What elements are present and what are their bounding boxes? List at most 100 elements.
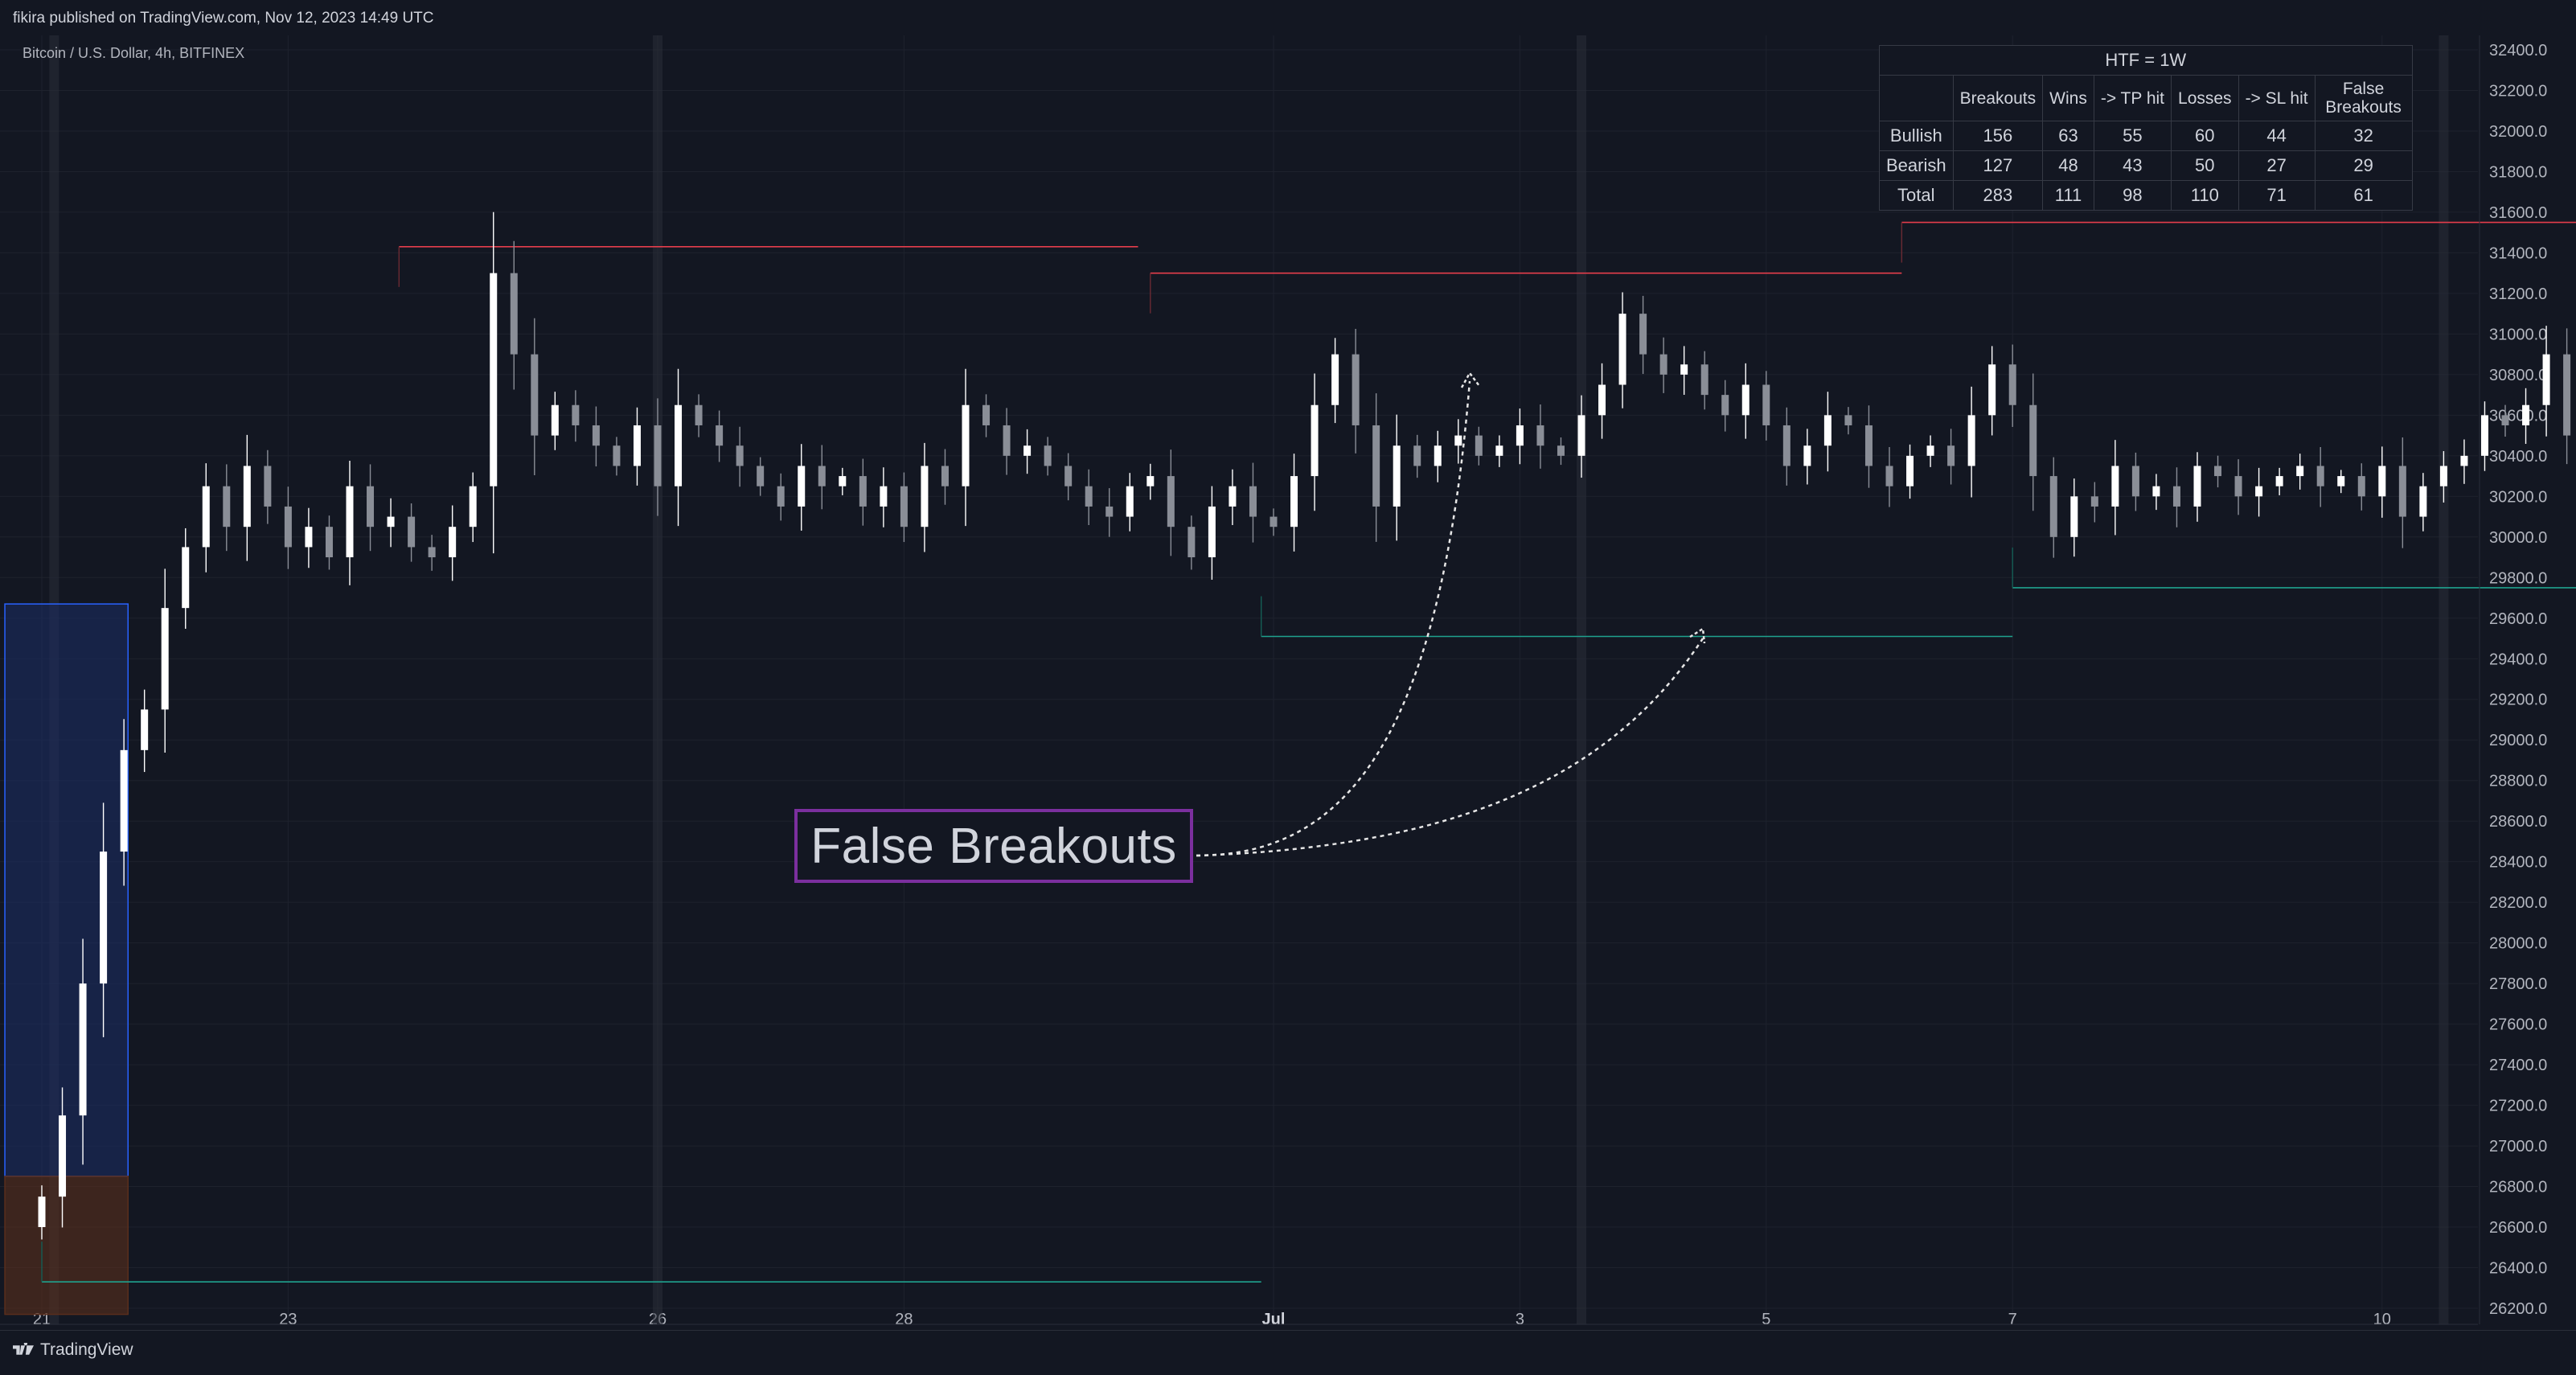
y-tick-label: 30200.0 (2489, 488, 2547, 506)
candle-body (1495, 445, 1503, 456)
table-cell: 32 (2314, 121, 2413, 151)
candle-body (1906, 455, 1914, 486)
htf-box (4, 1176, 129, 1315)
stats-row-total: Total 283 111 98 110 71 61 (1879, 180, 2413, 211)
candle-body (941, 466, 949, 486)
y-tick-label: 27600.0 (2489, 1016, 2547, 1034)
candle-body (654, 425, 662, 486)
candle-body (757, 466, 765, 486)
candle-body (120, 749, 128, 852)
candle-body (2008, 364, 2016, 405)
y-tick-label: 27000.0 (2489, 1138, 2547, 1155)
candle-body (38, 1196, 46, 1228)
y-tick-label: 29800.0 (2489, 569, 2547, 587)
candle-body (1393, 445, 1401, 507)
column-header: Wins (2042, 75, 2094, 121)
callout-arrow-1 (1196, 380, 1471, 857)
y-tick-label: 27200.0 (2489, 1098, 2547, 1115)
candle-body (1762, 384, 1770, 425)
session-band (1577, 35, 1586, 1324)
candle-body (2070, 496, 2078, 537)
candle-body (900, 486, 908, 527)
candle-body (1680, 364, 1688, 375)
session-band (653, 35, 662, 1324)
candle-body (1639, 314, 1647, 355)
callout-arrow-2 (1196, 638, 1704, 857)
candle-body (2357, 476, 2365, 497)
published-info: fikira published on TradingView.com, Nov… (13, 10, 434, 27)
y-tick-label: 29600.0 (2489, 610, 2547, 628)
candle-body (839, 476, 847, 486)
candle-body (818, 466, 826, 486)
candle-body (2542, 354, 2550, 405)
price-chart[interactable]: 32400.0 32200.0 32000.0 31800.0 31600.0 31400… (0, 35, 2576, 1326)
candle-body (2296, 466, 2304, 477)
column-header: Losses (2171, 75, 2239, 121)
candle-body (1126, 486, 1134, 517)
candle-body (2255, 486, 2263, 497)
top-bar: fikira published on TradingView.com, Nov… (0, 0, 2576, 35)
candle-body (510, 273, 518, 355)
candle-body (2193, 466, 2201, 507)
candle-body (1249, 486, 1257, 517)
table-cell: 29 (2314, 150, 2413, 181)
chart-area[interactable]: 32400.0 32200.0 32000.0 31800.0 31600.0 31400… (0, 35, 2576, 1326)
table-cell: 55 (2093, 121, 2172, 151)
candle-body (2398, 466, 2406, 517)
x-tick-label: Jul (1262, 1311, 1286, 1326)
candle-body (449, 527, 457, 558)
candle-body (387, 516, 395, 527)
candle-body (1270, 516, 1278, 527)
stats-title-row: HTF = 1W (1879, 45, 2413, 76)
y-tick-label: 32200.0 (2489, 82, 2547, 100)
table-cell: 27 (2238, 150, 2316, 181)
table-cell: 50 (2171, 150, 2239, 181)
candle-body (1864, 425, 1873, 466)
y-tick-label: 26800.0 (2489, 1179, 2547, 1196)
candle-body (921, 466, 929, 527)
candle-body (2378, 466, 2386, 497)
candle-body (1105, 506, 1114, 517)
candle-body (2029, 404, 2037, 477)
x-tick-label: 10 (2373, 1311, 2391, 1326)
candle-body (2111, 466, 2119, 507)
y-tick-label: 28600.0 (2489, 813, 2547, 831)
candle-body (428, 547, 436, 558)
column-header: -> SL hit (2238, 75, 2316, 121)
candle-body (2275, 476, 2283, 486)
candle-body (1167, 476, 1175, 527)
candle-body (161, 608, 169, 710)
candle-body (1516, 425, 1524, 446)
candle-body (1803, 445, 1811, 466)
candle-body (2501, 415, 2509, 425)
y-tick-label: 31600.0 (2489, 204, 2547, 222)
candle-body (1413, 445, 1421, 466)
candle-body (1372, 425, 1380, 507)
candle-body (531, 354, 539, 436)
tradingview-brand[interactable]: TradingView (13, 1340, 133, 1360)
table-cell: 44 (2238, 121, 2316, 151)
candle-body (1782, 425, 1790, 466)
candle-body (736, 445, 744, 466)
y-tick-label: 31400.0 (2489, 244, 2547, 262)
candle-body (1085, 486, 1093, 507)
row-label: Bullish (1879, 121, 1954, 151)
candle-body (2090, 496, 2098, 507)
candle-body (284, 506, 292, 548)
candle-body (962, 404, 970, 486)
candle-body (1454, 435, 1462, 446)
htf-title: HTF = 1W (1879, 45, 2413, 76)
y-tick-label: 32000.0 (2489, 123, 2547, 141)
table-cell: 63 (2042, 121, 2094, 151)
candle-body (2337, 476, 2345, 486)
table-cell: 156 (1952, 121, 2044, 151)
candle-body (2214, 466, 2222, 477)
candle-body (223, 486, 231, 527)
false-breakouts-callout[interactable]: False Breakouts (794, 809, 1193, 883)
candle-body (1557, 445, 1565, 456)
candle-body (798, 466, 806, 507)
callout-arrowhead-2 (1689, 626, 1706, 644)
column-header: Breakouts (1952, 75, 2044, 121)
symbol-title: Bitcoin / U.S. Dollar, 4h, BITFINEX (23, 45, 245, 61)
candle-body (79, 983, 87, 1116)
